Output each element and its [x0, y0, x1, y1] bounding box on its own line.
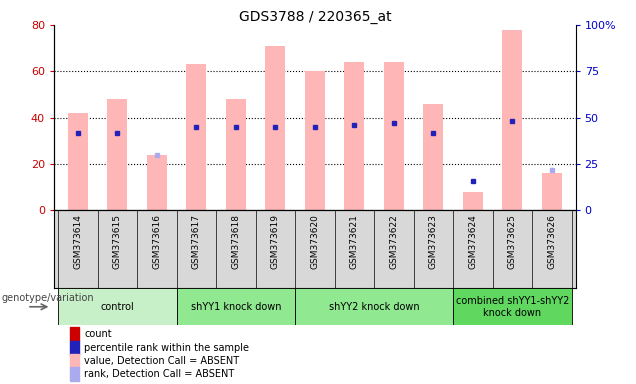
- Bar: [58, 288, 177, 325]
- Text: GSM373619: GSM373619: [271, 214, 280, 269]
- Text: GSM373615: GSM373615: [113, 214, 121, 269]
- Bar: [463, 192, 483, 210]
- Bar: [68, 113, 88, 210]
- Bar: [384, 62, 404, 210]
- Bar: [453, 288, 572, 325]
- Bar: [305, 71, 325, 210]
- Text: GSM373621: GSM373621: [350, 214, 359, 269]
- Text: rank, Detection Call = ABSENT: rank, Detection Call = ABSENT: [85, 369, 235, 379]
- Bar: [70, 367, 79, 381]
- Text: GSM373620: GSM373620: [310, 214, 319, 269]
- Text: GSM373616: GSM373616: [152, 214, 162, 269]
- Title: GDS3788 / 220365_at: GDS3788 / 220365_at: [238, 10, 391, 24]
- Bar: [107, 99, 127, 210]
- Text: genotype/variation: genotype/variation: [1, 293, 94, 303]
- Text: GSM373614: GSM373614: [73, 214, 82, 269]
- Bar: [70, 354, 79, 368]
- Text: GSM373622: GSM373622: [389, 214, 398, 269]
- Bar: [265, 46, 285, 210]
- Text: GSM373626: GSM373626: [548, 214, 556, 269]
- Text: percentile rank within the sample: percentile rank within the sample: [85, 343, 249, 353]
- Bar: [424, 104, 443, 210]
- Bar: [177, 288, 295, 325]
- Bar: [147, 155, 167, 210]
- Text: shYY1 knock down: shYY1 knock down: [191, 302, 281, 312]
- Text: combined shYY1-shYY2
knock down: combined shYY1-shYY2 knock down: [455, 296, 569, 318]
- Text: GSM373624: GSM373624: [468, 214, 478, 269]
- Text: control: control: [100, 302, 134, 312]
- Text: count: count: [85, 329, 112, 339]
- Text: GSM373618: GSM373618: [232, 214, 240, 269]
- Text: value, Detection Call = ABSENT: value, Detection Call = ABSENT: [85, 356, 239, 366]
- Bar: [295, 288, 453, 325]
- Bar: [345, 62, 364, 210]
- Text: GSM373617: GSM373617: [192, 214, 201, 269]
- Text: shYY2 knock down: shYY2 knock down: [329, 302, 419, 312]
- Text: GSM373625: GSM373625: [508, 214, 517, 269]
- Text: GSM373623: GSM373623: [429, 214, 438, 269]
- Bar: [542, 173, 562, 210]
- Bar: [70, 327, 79, 341]
- Bar: [70, 341, 79, 355]
- Bar: [502, 30, 522, 210]
- Bar: [226, 99, 245, 210]
- Bar: [186, 65, 206, 210]
